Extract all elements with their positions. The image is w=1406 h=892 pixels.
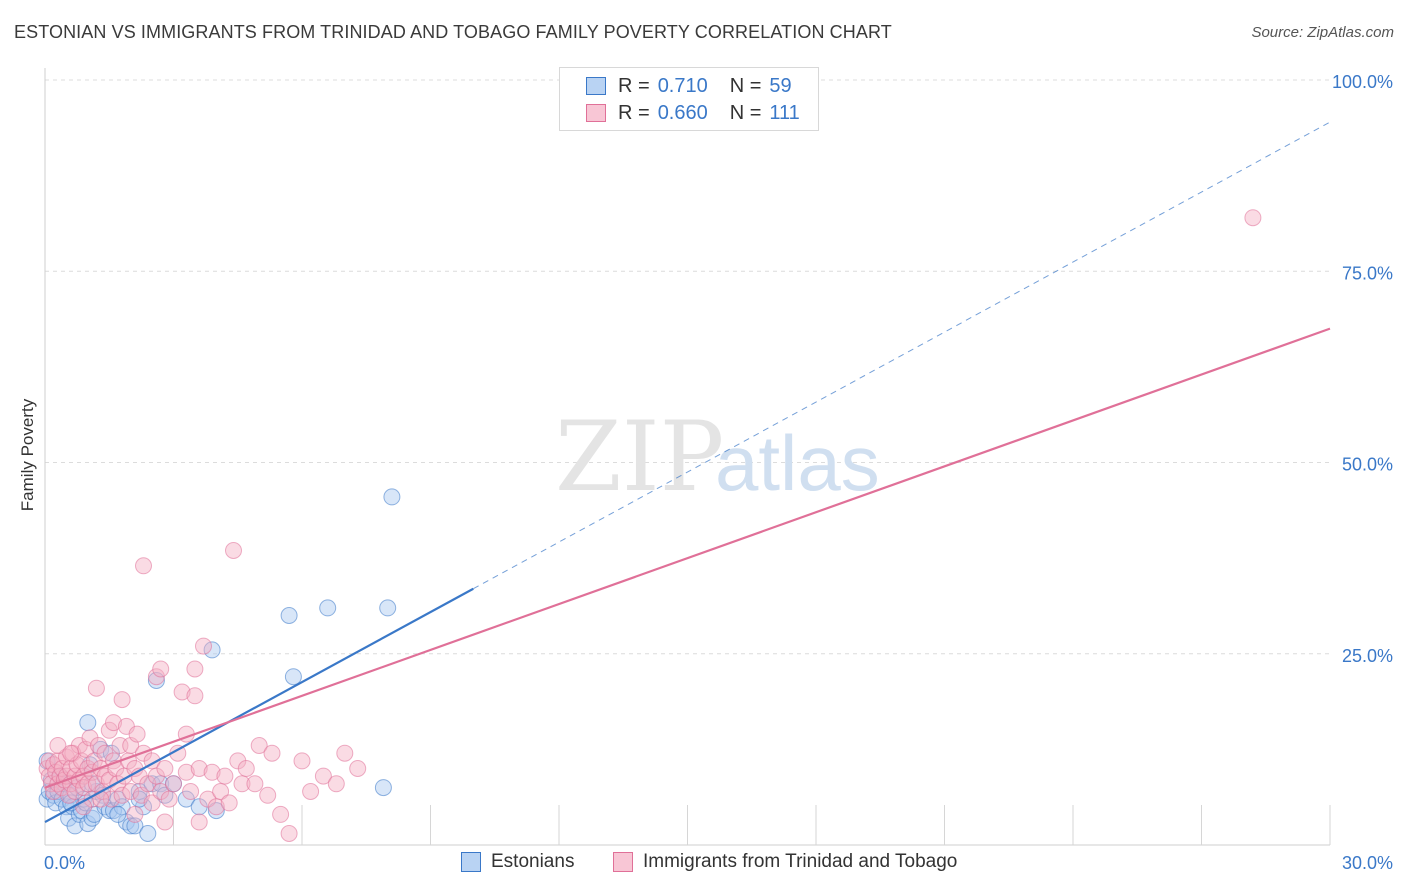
bottom-legend-label: Immigrants from Trinidad and Tobago <box>643 851 958 872</box>
estonian-trend-line <box>44 587 474 824</box>
trinidad-point <box>113 691 131 709</box>
bottom-legend-label: Estonians <box>491 851 575 872</box>
trinidad-point <box>1244 209 1262 227</box>
estonian-point <box>139 825 157 842</box>
source-label: Source: ZipAtlas.com <box>1251 24 1394 41</box>
estonian-point <box>319 599 337 617</box>
legend-swatch-blue <box>586 77 606 95</box>
trinidad-point <box>92 790 110 808</box>
trinidad-point <box>272 805 290 823</box>
legend-r-value: 0.710 <box>657 74 708 97</box>
trinidad-point <box>314 767 332 785</box>
trinidad-point <box>336 744 354 762</box>
legend-n-label: N = <box>729 74 762 97</box>
trinidad-point <box>250 737 268 754</box>
trinidad-point <box>160 790 178 808</box>
trend-lines <box>44 121 1331 824</box>
trinidad-point <box>62 744 80 762</box>
trinidad-point <box>147 668 165 686</box>
y-tick-label: 100.0% <box>1332 72 1393 92</box>
trinidad-point <box>87 679 105 697</box>
bottom-legend-estonians: Estonians <box>461 851 574 873</box>
estonian-point <box>207 802 225 820</box>
trinidad-point <box>349 760 367 777</box>
legend-n-value: 111 <box>769 101 800 124</box>
bottom-legend-swatch-blue <box>461 852 481 872</box>
trinidad-point <box>302 783 320 800</box>
legend-row-trinidad: R = 0.660 N = 111 <box>586 99 800 127</box>
trinidad-point <box>152 660 170 678</box>
chart-title: ESTONIAN VS IMMIGRANTS FROM TRINIDAD AND… <box>14 22 892 42</box>
estonian-point <box>374 779 392 797</box>
y-tick-label: 75.0% <box>1342 263 1393 283</box>
trinidad-point <box>220 794 238 812</box>
legend-row-estonians: R = 0.710 N = 59 <box>586 72 792 100</box>
estonian-trend-extension <box>473 121 1331 590</box>
x-tick-label: 0.0% <box>44 853 85 873</box>
trinidad-point <box>128 725 146 743</box>
trinidad-point <box>177 763 195 781</box>
trinidad-point <box>122 783 140 800</box>
correlation-legend: R = 0.710 N = 59 R = 0.660 N = 111 <box>559 67 819 131</box>
trinidad-point <box>327 775 345 793</box>
estonian-point <box>280 607 298 624</box>
estonian-point <box>79 714 97 732</box>
y-tick-label: 50.0% <box>1342 455 1393 475</box>
y-tick-label: 25.0% <box>1342 646 1393 666</box>
trinidad-point <box>190 760 208 777</box>
trinidad-point <box>237 760 255 777</box>
legend-n-label: N = <box>729 101 762 124</box>
zipatlas-watermark: ZIP atlas <box>555 401 880 513</box>
estonian-point <box>383 488 401 506</box>
legend-swatch-pink <box>586 104 606 122</box>
watermark-zip: ZIP <box>555 401 724 513</box>
estonian-point <box>284 668 302 686</box>
x-tick-label: 30.0% <box>1342 853 1393 873</box>
legend-r-label: R = <box>618 74 650 97</box>
trinidad-point <box>190 813 208 831</box>
trinidad-trend-line <box>44 327 1331 789</box>
trinidad-point <box>186 660 204 678</box>
trinidad-point <box>225 542 242 559</box>
trinidad-point <box>263 744 281 762</box>
trinidad-point <box>195 637 212 655</box>
bottom-legend-trinidad: Immigrants from Trinidad and Tobago <box>613 851 957 873</box>
trinidad-point <box>293 752 311 770</box>
trinidad-point <box>182 783 200 800</box>
trinidad-point <box>100 721 118 739</box>
data-points <box>38 209 1262 842</box>
trinidad-point <box>135 557 152 575</box>
axis-tick-labels: 25.0% 50.0% 75.0% 100.0% 0.0% 30.0% <box>44 72 1393 873</box>
estonian-point <box>379 599 397 617</box>
trinidad-point <box>212 783 230 800</box>
estonian-point <box>203 641 221 659</box>
trinidad-point <box>203 763 221 781</box>
estonian-point <box>109 805 127 823</box>
trinidad-point <box>280 825 298 842</box>
watermark-atlas: atlas <box>715 419 880 507</box>
trinidad-point <box>259 786 277 804</box>
trinidad-point <box>49 737 67 754</box>
trinidad-point <box>105 714 122 732</box>
legend-r-value: 0.660 <box>657 101 708 124</box>
bottom-legend-swatch-pink <box>613 852 633 872</box>
trinidad-point <box>216 767 234 785</box>
trinidad-point <box>113 786 131 804</box>
legend-r-label: R = <box>618 101 650 124</box>
trinidad-point <box>143 794 161 812</box>
trinidad-point <box>156 760 174 777</box>
trinidad-point <box>246 775 264 793</box>
trinidad-point <box>126 805 144 823</box>
trinidad-point <box>156 813 174 831</box>
trinidad-point <box>165 775 182 793</box>
legend-n-value: 59 <box>769 74 792 97</box>
trinidad-point <box>173 683 191 701</box>
trinidad-point <box>186 687 204 705</box>
